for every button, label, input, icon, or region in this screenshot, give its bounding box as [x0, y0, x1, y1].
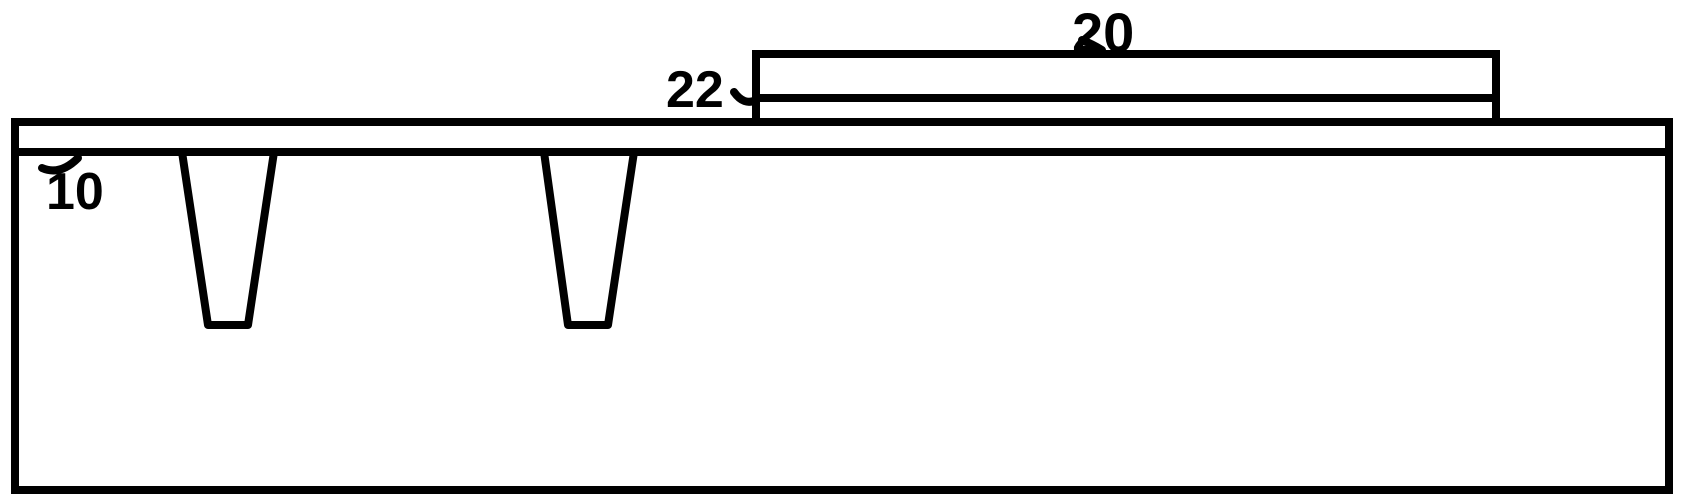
- label-10: 10: [46, 162, 104, 222]
- label-20: 20: [1072, 0, 1134, 65]
- label-22: 22: [666, 60, 724, 120]
- diagram-svg: [0, 0, 1684, 500]
